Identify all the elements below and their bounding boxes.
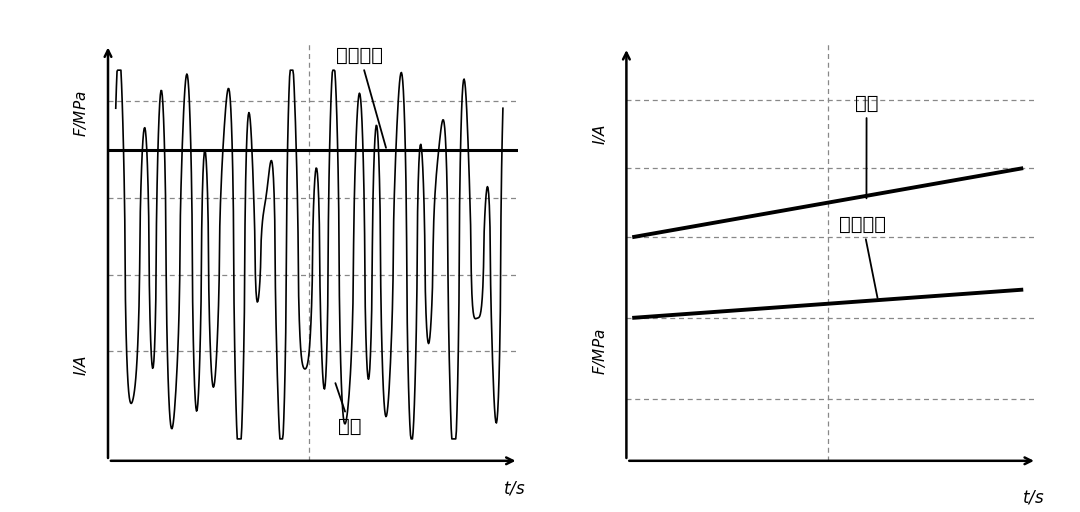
Text: $F$/MPa: $F$/MPa bbox=[591, 329, 608, 375]
Text: $F$/MPa: $F$/MPa bbox=[72, 91, 90, 137]
Text: $t$/s: $t$/s bbox=[503, 479, 526, 497]
Text: $t$/s: $t$/s bbox=[1022, 489, 1044, 507]
Text: 出口压力: 出口压力 bbox=[337, 46, 386, 148]
Text: 电流: 电流 bbox=[336, 383, 362, 436]
Text: $I$/A: $I$/A bbox=[72, 355, 90, 376]
Text: 电流: 电流 bbox=[855, 94, 878, 198]
Text: 出口压力: 出口压力 bbox=[839, 215, 887, 298]
Text: $I$/A: $I$/A bbox=[591, 124, 608, 145]
